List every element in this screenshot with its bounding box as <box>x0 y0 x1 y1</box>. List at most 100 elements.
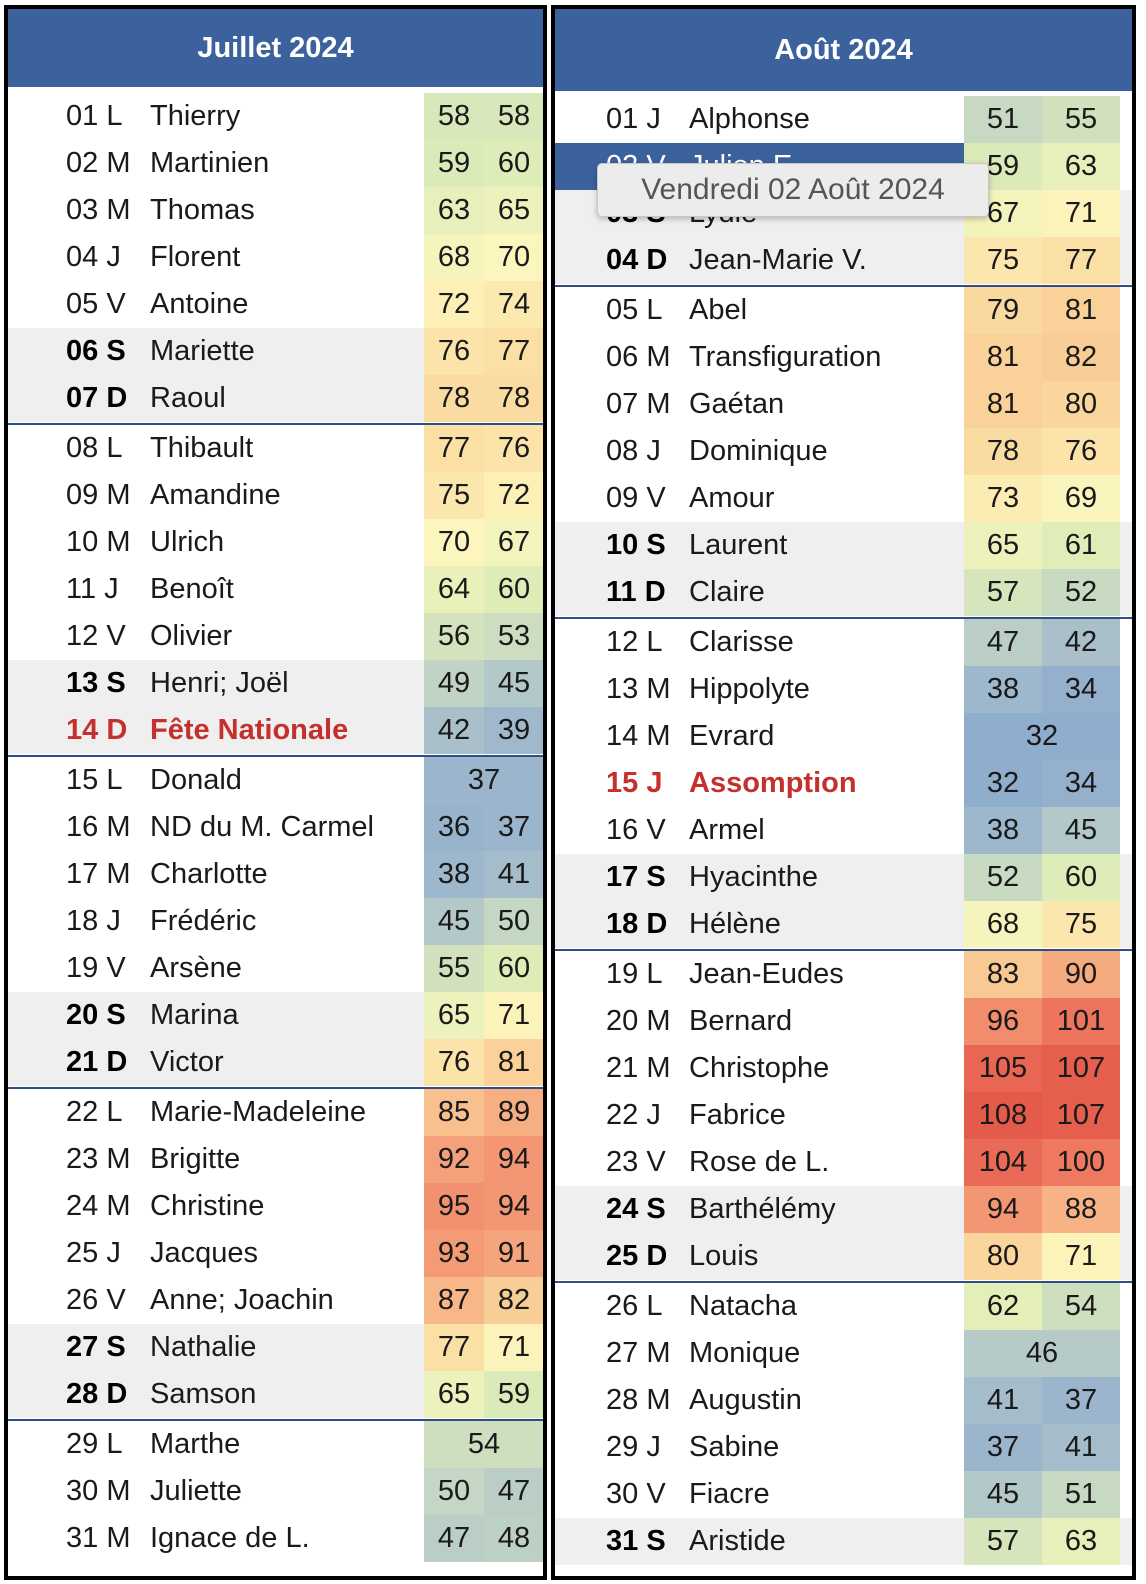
day-row[interactable]: 29 J Sabine <box>555 1424 1132 1471</box>
day-row[interactable]: 08 J Dominique <box>555 428 1132 475</box>
value-cell-first: 57 <box>964 1518 1042 1565</box>
saint-name: Jacques <box>150 1237 259 1269</box>
saint-name: Christophe <box>689 1052 830 1084</box>
day-row[interactable]: 04 J Florent <box>8 234 543 281</box>
value-cell-second: 45 <box>484 660 543 707</box>
day-row[interactable]: 31 M Ignace de L. <box>8 1515 543 1562</box>
value-cell-second: 50 <box>484 898 543 945</box>
value-cell-second: 77 <box>484 328 543 375</box>
value-cell-first: 76 <box>424 328 484 375</box>
day-row[interactable]: 14 M Evrard <box>555 713 1132 760</box>
day-row[interactable]: 21 M Christophe <box>555 1045 1132 1092</box>
value-cell-first: 42 <box>424 707 484 754</box>
july-title: Juillet 2024 <box>197 31 354 64</box>
day-row[interactable]: 16 V Armel <box>555 807 1132 854</box>
day-row[interactable]: 30 M Juliette <box>8 1468 543 1515</box>
day-row[interactable]: 10 M Ulrich <box>8 519 543 566</box>
day-row[interactable]: 09 M Amandine <box>8 472 543 519</box>
value-cell-merged: 32 <box>964 713 1120 760</box>
value-cell-second: 34 <box>1042 760 1120 807</box>
day-row[interactable]: 19 L Jean-Eudes <box>555 951 1132 998</box>
day-row[interactable]: 30 V Fiacre <box>555 1471 1132 1518</box>
day-date: 07 M <box>606 388 671 420</box>
value-cell-first: 59 <box>424 140 484 187</box>
value-cell-first: 75 <box>964 237 1042 284</box>
value-cell-first: 95 <box>424 1183 484 1230</box>
day-row[interactable]: 17 M Charlotte <box>8 851 543 898</box>
day-row[interactable]: 05 L Abel <box>555 287 1132 334</box>
day-row[interactable]: 13 M Hippolyte <box>555 666 1132 713</box>
value-cell-second: 77 <box>1042 237 1120 284</box>
value-cell-second: 37 <box>484 804 543 851</box>
saint-name: Fête Nationale <box>150 714 349 746</box>
day-date: 14 D <box>66 714 128 746</box>
day-date: 04 D <box>606 244 668 276</box>
value-cell-second: 58 <box>484 93 543 140</box>
day-row[interactable]: 22 L Marie-Madeleine <box>8 1089 543 1136</box>
day-row[interactable]: 11 J Benoît <box>8 566 543 613</box>
saint-name: Marthe <box>150 1428 241 1460</box>
value-cell-second: 41 <box>484 851 543 898</box>
day-date: 17 M <box>66 858 131 890</box>
day-row[interactable]: 05 V Antoine <box>8 281 543 328</box>
august-title: Août 2024 <box>774 33 913 66</box>
day-row[interactable]: 02 M Martinien <box>8 140 543 187</box>
day-date: 25 J <box>66 1237 121 1269</box>
day-row[interactable]: 08 L Thibault <box>8 425 543 472</box>
day-row[interactable]: 24 M Christine <box>8 1183 543 1230</box>
value-cell-first: 83 <box>964 951 1042 998</box>
value-cell-second: 81 <box>484 1039 543 1086</box>
day-date: 09 V <box>606 482 666 514</box>
saint-name: Nathalie <box>150 1331 257 1363</box>
day-date: 16 V <box>606 814 666 846</box>
day-row[interactable]: 12 L Clarisse <box>555 619 1132 666</box>
value-cell-first: 47 <box>424 1515 484 1562</box>
day-row[interactable]: 06 M Transfiguration <box>555 334 1132 381</box>
day-row[interactable]: 09 V Amour <box>555 475 1132 522</box>
day-row[interactable]: 18 J Frédéric <box>8 898 543 945</box>
value-cell-second: 53 <box>484 613 543 660</box>
day-row[interactable]: 12 V Olivier <box>8 613 543 660</box>
value-cell-second: 107 <box>1042 1045 1120 1092</box>
day-row[interactable]: 26 L Natacha <box>555 1283 1132 1330</box>
saint-name: Transfiguration <box>689 341 882 373</box>
day-row[interactable]: 19 V Arsène <box>8 945 543 992</box>
day-row[interactable]: 27 M Monique <box>555 1330 1132 1377</box>
day-row[interactable]: 16 M ND du M. Carmel <box>8 804 543 851</box>
day-row[interactable]: 29 L Marthe <box>8 1421 543 1468</box>
day-row[interactable]: 20 M Bernard <box>555 998 1132 1045</box>
day-row[interactable]: 03 M Thomas <box>8 187 543 234</box>
day-row[interactable]: 15 L Donald <box>8 757 543 804</box>
date-tooltip: Vendredi 02 Août 2024 <box>597 163 989 217</box>
value-cell-first: 57 <box>964 569 1042 616</box>
value-cell-merged: 54 <box>424 1421 543 1468</box>
day-row[interactable]: 07 M Gaétan <box>555 381 1132 428</box>
day-date: 22 L <box>66 1096 123 1128</box>
value-cell-second: 76 <box>484 425 543 472</box>
value-cell-second: 51 <box>1042 1471 1120 1518</box>
value-cell-second: 52 <box>1042 569 1120 616</box>
day-row[interactable]: 23 V Rose de L. <box>555 1139 1132 1186</box>
value-cell-first: 49 <box>424 660 484 707</box>
day-date: 05 L <box>606 294 663 326</box>
value-cell-first: 68 <box>964 901 1042 948</box>
saint-name: Ignace de L. <box>150 1522 310 1554</box>
day-date: 12 L <box>606 626 663 658</box>
day-row[interactable]: 01 L Thierry <box>8 93 543 140</box>
value-cell-first: 76 <box>424 1039 484 1086</box>
saint-name: Evrard <box>689 720 775 752</box>
day-row[interactable]: 28 M Augustin <box>555 1377 1132 1424</box>
saint-name: Hippolyte <box>689 673 810 705</box>
day-date: 15 L <box>66 764 123 796</box>
day-row[interactable]: 25 J Jacques <box>8 1230 543 1277</box>
day-date: 01 J <box>606 103 661 135</box>
day-row[interactable]: 23 M Brigitte <box>8 1136 543 1183</box>
value-cell-second: 89 <box>484 1089 543 1136</box>
value-cell-first: 81 <box>964 334 1042 381</box>
day-row[interactable]: 26 V Anne; Joachin <box>8 1277 543 1324</box>
day-row[interactable]: 22 J Fabrice <box>555 1092 1132 1139</box>
value-cell-second: 60 <box>484 140 543 187</box>
day-row[interactable]: 01 J Alphonse <box>555 96 1132 143</box>
day-row[interactable]: 15 J Assomption <box>555 760 1132 807</box>
value-cell-first: 65 <box>424 1371 484 1418</box>
